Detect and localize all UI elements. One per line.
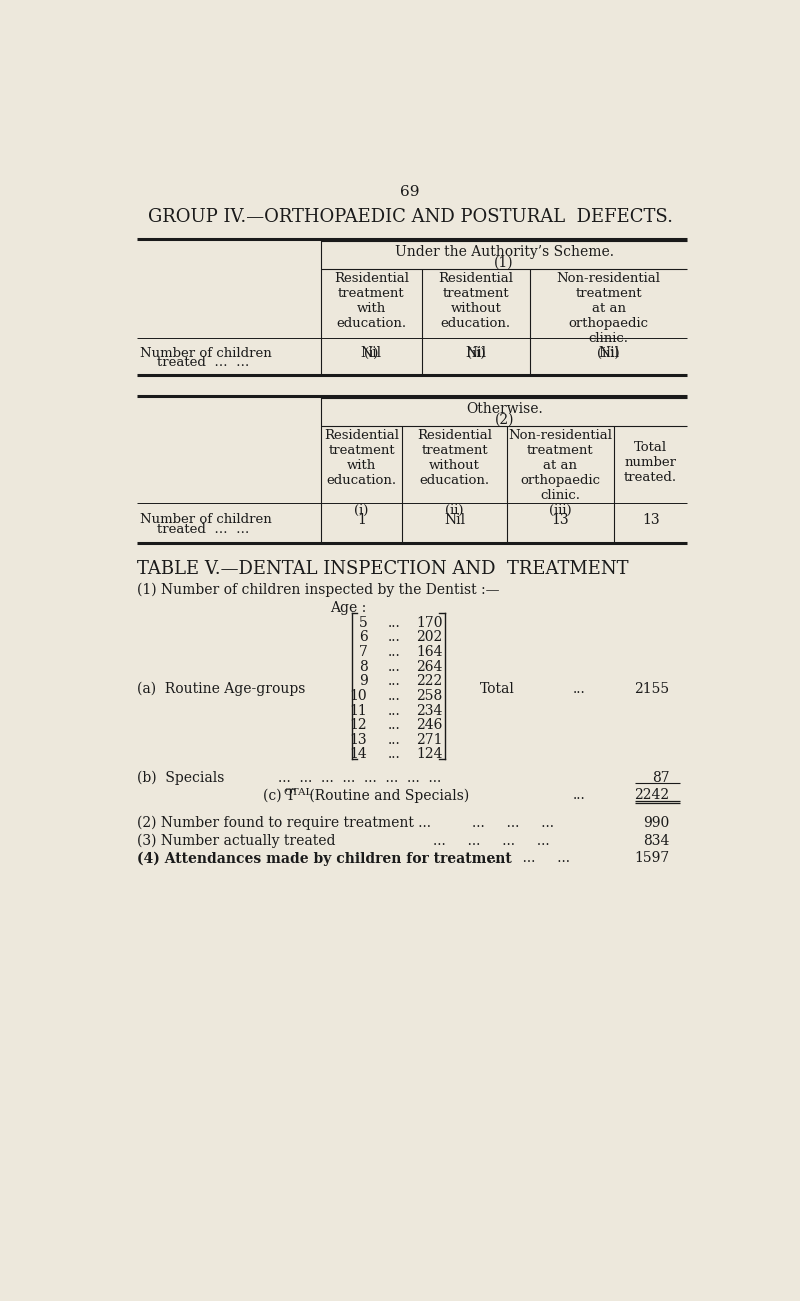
- Text: Nil: Nil: [444, 513, 465, 527]
- Text: 69: 69: [400, 185, 420, 199]
- Text: ...: ...: [388, 615, 401, 630]
- Text: 264: 264: [416, 660, 442, 674]
- Text: Nil: Nil: [361, 346, 382, 360]
- Text: 6: 6: [358, 631, 367, 644]
- Text: Nil: Nil: [466, 346, 486, 360]
- Text: 202: 202: [416, 631, 442, 644]
- Text: 12: 12: [350, 718, 367, 732]
- Text: Number of children: Number of children: [140, 347, 272, 360]
- Text: Under the Authority’s Scheme.: Under the Authority’s Scheme.: [394, 245, 614, 259]
- Text: ...     ...     ...: ... ... ...: [472, 816, 554, 830]
- Text: (1): (1): [494, 255, 514, 269]
- Text: 5: 5: [358, 615, 367, 630]
- Text: ...: ...: [388, 748, 401, 761]
- Text: 1597: 1597: [634, 851, 670, 865]
- Text: 834: 834: [643, 834, 670, 848]
- Text: (c) T: (c) T: [262, 788, 295, 803]
- Text: (2) Number found to require treatment ...: (2) Number found to require treatment ..…: [138, 816, 431, 830]
- Text: Non-residential
treatment
at an
orthopaedic
clinic.
(iii): Non-residential treatment at an orthopae…: [508, 429, 612, 516]
- Text: 13: 13: [350, 732, 367, 747]
- Text: TABLE V.—DENTAL INSPECTION AND  TREATMENT: TABLE V.—DENTAL INSPECTION AND TREATMENT: [138, 559, 629, 578]
- Text: ...: ...: [388, 732, 401, 747]
- Text: 8: 8: [358, 660, 367, 674]
- Text: (b)  Specials: (b) Specials: [138, 770, 225, 785]
- Text: Non-residential
treatment
at an
orthopaedic
clinic.
(iii): Non-residential treatment at an orthopae…: [557, 272, 661, 359]
- Text: OTAL: OTAL: [284, 788, 313, 798]
- Text: (3) Number actually treated: (3) Number actually treated: [138, 834, 336, 848]
- Text: 271: 271: [416, 732, 442, 747]
- Text: (Routine and Specials): (Routine and Specials): [306, 788, 470, 803]
- Text: 1: 1: [357, 513, 366, 527]
- Text: ...: ...: [388, 660, 401, 674]
- Text: 990: 990: [643, 816, 670, 830]
- Text: treated  …  …: treated … …: [140, 523, 250, 536]
- Text: 170: 170: [416, 615, 442, 630]
- Text: Otherwise.: Otherwise.: [466, 402, 542, 416]
- Text: (2): (2): [494, 412, 514, 427]
- Text: 10: 10: [350, 690, 367, 703]
- Text: ...: ...: [388, 690, 401, 703]
- Text: (a)  Routine Age-groups: (a) Routine Age-groups: [138, 682, 306, 696]
- Text: ...: ...: [388, 674, 401, 688]
- Text: 9: 9: [358, 674, 367, 688]
- Text: 2242: 2242: [634, 788, 670, 803]
- Text: ...: ...: [388, 645, 401, 660]
- Text: ...     ...     ...     ...: ... ... ... ...: [434, 834, 550, 848]
- Text: Nil: Nil: [598, 346, 619, 360]
- Text: Residential
treatment
with
education.

(i): Residential treatment with education. (i…: [334, 272, 409, 359]
- Text: Residential
treatment
with
education.

(i): Residential treatment with education. (i…: [324, 429, 399, 516]
- Text: 13: 13: [642, 513, 659, 527]
- Text: ...: ...: [388, 718, 401, 732]
- Text: GROUP IV.—ORTHOPAEDIC AND POSTURAL  DEFECTS.: GROUP IV.—ORTHOPAEDIC AND POSTURAL DEFEC…: [147, 208, 673, 226]
- Text: Number of children: Number of children: [140, 514, 272, 527]
- Text: ...  ...  ...  ...  ...  ...  ...  ...: ... ... ... ... ... ... ... ...: [278, 770, 442, 785]
- Text: 222: 222: [416, 674, 442, 688]
- Text: Age :: Age :: [330, 601, 366, 615]
- Text: 7: 7: [358, 645, 367, 660]
- Text: ...: ...: [573, 788, 586, 803]
- Text: 2155: 2155: [634, 682, 670, 696]
- Text: treated  …  …: treated … …: [140, 356, 250, 369]
- Text: ...: ...: [388, 704, 401, 718]
- Text: 11: 11: [350, 704, 367, 718]
- Text: (1) Number of children inspected by the Dentist :—: (1) Number of children inspected by the …: [138, 583, 500, 597]
- Text: (4) Attendances made by children for treatment: (4) Attendances made by children for tre…: [138, 851, 512, 866]
- Text: ...: ...: [388, 631, 401, 644]
- Text: 246: 246: [416, 718, 442, 732]
- Text: Total
number
treated.: Total number treated.: [624, 441, 677, 484]
- Text: Residential
treatment
without
education.

(ii): Residential treatment without education.…: [438, 272, 514, 359]
- Text: 164: 164: [416, 645, 442, 660]
- Text: 234: 234: [416, 704, 442, 718]
- Text: Total: Total: [480, 682, 514, 696]
- Text: 124: 124: [416, 748, 442, 761]
- Text: 13: 13: [551, 513, 569, 527]
- Text: 87: 87: [652, 770, 670, 785]
- Text: Residential
treatment
without
education.

(ii): Residential treatment without education.…: [417, 429, 492, 516]
- Text: ...: ...: [573, 682, 586, 696]
- Text: 14: 14: [350, 748, 367, 761]
- Text: 258: 258: [416, 690, 442, 703]
- Text: ...     ...     ...: ... ... ...: [487, 851, 570, 865]
